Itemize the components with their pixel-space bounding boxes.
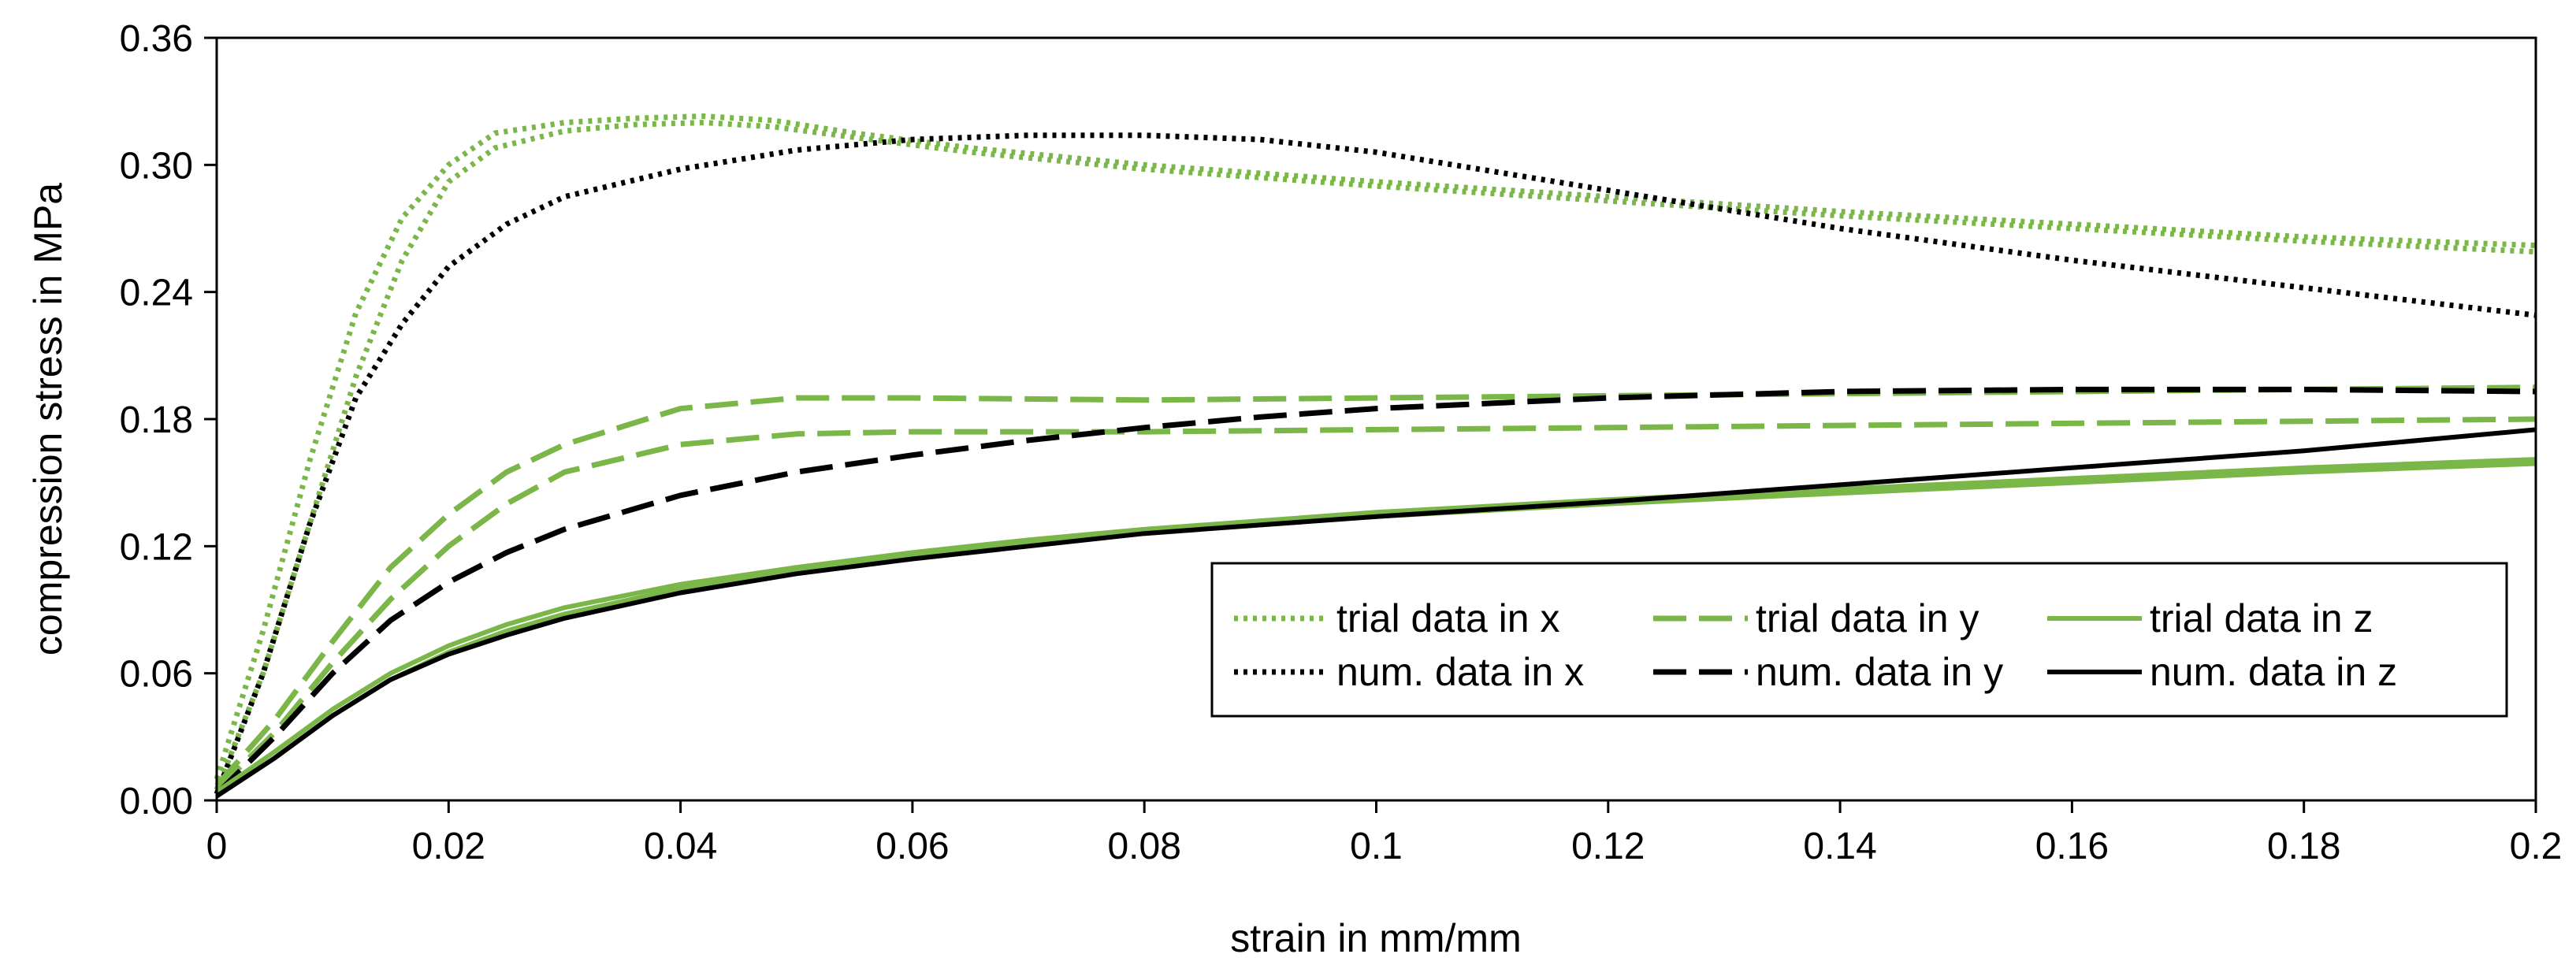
y-tick-labels: 0.00 0.06 0.12 0.18 0.24 0.30 0.36 bbox=[120, 18, 193, 822]
legend-label-num-data-in-z: num. data in z bbox=[2150, 650, 2397, 694]
tick-marks bbox=[204, 36, 2537, 813]
x-tick-label: 0 bbox=[206, 826, 228, 867]
legend: trial data in x trial data in y trial data… bbox=[1210, 562, 2508, 718]
x-tick-label: 0.16 bbox=[2035, 826, 2109, 867]
series-line-trial-data-in-x bbox=[214, 120, 2537, 791]
y-axis-title: compression stress in MPa bbox=[26, 183, 70, 655]
x-tick-labels: 0 0.02 0.04 0.06 0.08 0.1 0.12 0.14 0.16 0.18 0.2 bbox=[206, 826, 2563, 867]
legend-label-num-data-in-y: num. data in y bbox=[1756, 650, 2003, 694]
y-tick-label: 0.36 bbox=[120, 18, 193, 60]
x-tick-label: 0.08 bbox=[1107, 826, 1180, 867]
series-line-num-data-in-y bbox=[214, 386, 2537, 796]
x-axis-title: strain in mm/mm bbox=[1230, 916, 1521, 960]
legend-box bbox=[1210, 562, 2508, 718]
x-tick-label: 0.1 bbox=[1350, 826, 1403, 867]
series-line-trial-data-in-x-upper bbox=[214, 113, 2537, 781]
y-tick-label: 0.24 bbox=[120, 273, 193, 314]
x-tick-label: 0.04 bbox=[644, 826, 717, 867]
y-tick-label: 0.06 bbox=[120, 654, 193, 696]
legend-label-trial-data-in-z: trial data in z bbox=[2150, 596, 2373, 640]
series-line-num-data-in-x bbox=[214, 132, 2537, 796]
x-tick-label: 0.2 bbox=[2510, 826, 2563, 867]
y-tick-label: 0.30 bbox=[120, 145, 193, 187]
y-tick-label: 0.12 bbox=[120, 526, 193, 568]
legend-label-trial-data-in-x: trial data in x bbox=[1336, 596, 1559, 640]
x-tick-label: 0.12 bbox=[1571, 826, 1645, 867]
series-line-num-data-in-z bbox=[215, 427, 2537, 799]
x-tick-label: 0.18 bbox=[2267, 826, 2340, 867]
series-line-trial-data-in-y bbox=[214, 416, 2537, 793]
series-layer bbox=[214, 113, 2537, 799]
x-tick-label: 0.06 bbox=[875, 826, 949, 867]
x-tick-label: 0.14 bbox=[1803, 826, 1876, 867]
series-line-trial-data-in-z-upper bbox=[215, 457, 2537, 794]
x-tick-label: 0.02 bbox=[412, 826, 485, 867]
y-tick-label: 0.18 bbox=[120, 399, 193, 441]
y-tick-label: 0.00 bbox=[120, 781, 193, 822]
legend-label-num-data-in-x: num. data in x bbox=[1336, 650, 1584, 694]
legend-label-trial-data-in-y: trial data in y bbox=[1756, 596, 1979, 640]
